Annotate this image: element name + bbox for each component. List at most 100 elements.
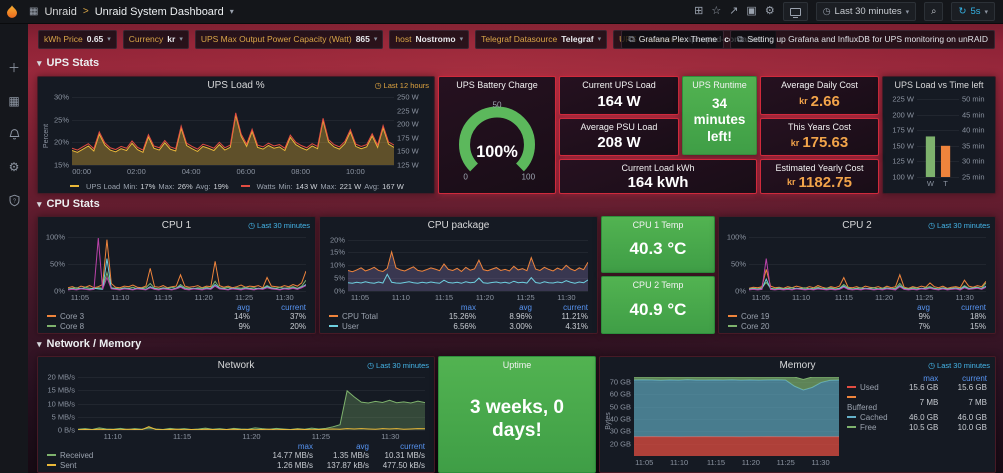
gear-icon[interactable]: ⚙	[8, 160, 20, 174]
x-axis-tick: 11:30	[811, 458, 830, 467]
gauge-mid-label: 50	[492, 100, 502, 109]
legend-column-max[interactable]: max	[460, 303, 476, 312]
panel-title[interactable]: UPS Battery Charge	[456, 80, 538, 90]
panel-title[interactable]: UPS Load %	[207, 80, 265, 91]
legend-series-core-3[interactable]: Core 3	[44, 312, 197, 322]
ups_load-chart[interactable]	[72, 97, 394, 165]
legend-series-free[interactable]: Free	[844, 423, 893, 433]
panel-title[interactable]: CPU 1 Temp	[632, 220, 684, 230]
legend-value: 9%	[918, 312, 930, 321]
legend-series-buffered[interactable]: Buffered	[844, 393, 893, 413]
variable-ups-max-output-power-capacity-watt[interactable]: UPS Max Output Power Capacity (Watt) 865 ▾	[194, 29, 384, 49]
panel-title[interactable]: CPU 2 Temp	[632, 280, 684, 290]
settings-gear-icon[interactable]: ⚙	[764, 5, 775, 17]
time-range-picker[interactable]: ◷ Last 30 minutes ▾	[815, 2, 917, 21]
cpu1-chart[interactable]	[68, 237, 306, 291]
variable-value[interactable]: kr	[167, 34, 176, 44]
shield-question-icon[interactable]: ?	[6, 192, 22, 208]
legend-series-cpu-total[interactable]: CPU Total	[326, 312, 423, 322]
panel-title[interactable]: CPU 2	[842, 220, 872, 231]
panel-title[interactable]: Network	[217, 360, 255, 371]
currency-prefix: kr	[799, 96, 808, 106]
legend-column-current[interactable]: current	[962, 374, 987, 383]
add-panel-icon[interactable]: ⊞	[694, 5, 704, 17]
dashboard-link-setting-up-grafana-and-influxd[interactable]: ⧉ Setting up Grafana and InfluxDB for UPS…	[730, 29, 995, 49]
panel-title[interactable]: UPS Load vs Time left	[894, 80, 984, 90]
section-cpu-stats[interactable]: ▾ CPU Stats	[37, 198, 100, 210]
legend-item-watts[interactable]: Watts Min: 143 W Max: 221 W Avg: 167 W	[240, 182, 404, 191]
refresh-button[interactable]: ↻ 5s ▾	[951, 2, 995, 21]
y-axis-tick: 50%	[730, 259, 746, 269]
legend-series-sent[interactable]: Sent	[44, 461, 260, 471]
grafana-logo[interactable]	[4, 4, 20, 20]
variable-host[interactable]: host Nostromo ▾	[389, 29, 470, 49]
section-network-memory[interactable]: ▾ Network / Memory	[37, 338, 141, 350]
legend-value: 7%	[918, 322, 930, 331]
breadcrumb-folder[interactable]: Unraid	[44, 5, 77, 18]
panel-title[interactable]: Average PSU Load	[580, 122, 658, 132]
memory-chart[interactable]	[634, 377, 839, 456]
refresh-icon: ↻	[958, 6, 967, 17]
x-axis-tick: 11:20	[741, 458, 760, 467]
panel-title[interactable]: Current Load kWh	[621, 163, 695, 173]
panel-title[interactable]: Uptime	[502, 360, 532, 370]
variable-kwh-price[interactable]: kWh Price 0.65 ▾	[38, 29, 117, 49]
legend-series-core-8[interactable]: Core 8	[44, 322, 197, 332]
snapshot-icon[interactable]: ▣	[746, 5, 757, 17]
legend-series-cached[interactable]: Cached	[844, 413, 893, 423]
zoom-out-button[interactable]: ⌕	[924, 2, 944, 21]
variable-value[interactable]: 0.65	[86, 34, 104, 44]
network-chart[interactable]	[78, 377, 425, 430]
variable-telegraf-datasource[interactable]: Telegraf Datasource Telegraf ▾	[475, 29, 608, 49]
legend-column-avg[interactable]: avg	[356, 442, 369, 451]
section-ups-stats[interactable]: ▾ UPS Stats	[37, 57, 99, 69]
legend-series-used[interactable]: Used	[844, 383, 893, 393]
legend-column-current[interactable]: current	[400, 442, 425, 451]
bell-icon[interactable]	[6, 126, 22, 142]
legend-column-current[interactable]: current	[563, 303, 588, 312]
variable-value[interactable]: apcupsd-container	[686, 34, 763, 44]
legend-column-max[interactable]: max	[297, 442, 313, 451]
panel-title[interactable]: Estimated Yearly Cost	[775, 163, 864, 173]
panel-title[interactable]: This Years Cost	[787, 122, 852, 132]
cpu2-plot-area: 0% 50% 100% 11:05 11:10 11:15 11:20 11:25 11:30	[727, 233, 986, 302]
legend-column-avg[interactable]: avg	[519, 303, 532, 312]
panel-title[interactable]: Current UPS Load	[582, 80, 656, 90]
cpu2-chart[interactable]	[749, 237, 986, 291]
legend-column-avg[interactable]: avg	[237, 303, 250, 312]
legend-column-current[interactable]: current	[961, 303, 986, 312]
legend-series-user[interactable]: User	[326, 322, 423, 332]
vs_time-chart[interactable]	[917, 99, 959, 177]
legend-series-received[interactable]: Received	[44, 451, 260, 461]
cpu_package-chart[interactable]	[348, 237, 588, 291]
dashboard-link-grafana-plex-theme[interactable]: ⧉ Grafana Plex Theme	[621, 29, 725, 49]
panel-title[interactable]: CPU 1	[161, 220, 192, 231]
share-icon[interactable]: ↗	[729, 5, 739, 17]
variable-value[interactable]: Telegraf	[561, 34, 594, 44]
series-name[interactable]: Watts	[256, 182, 276, 191]
dashboard-title[interactable]: Unraid System Dashboard	[94, 5, 224, 18]
legend-column-max[interactable]: max	[923, 374, 939, 383]
gridline	[78, 403, 425, 405]
legend-series-core-19[interactable]: Core 19	[725, 312, 877, 322]
panel-title[interactable]: UPS Runtime	[692, 80, 747, 90]
cycle-view-button[interactable]	[782, 2, 808, 21]
variable-value[interactable]: Nostromo	[415, 34, 456, 44]
legend-column-avg[interactable]: avg	[917, 303, 930, 312]
star-icon[interactable]: ☆	[711, 5, 722, 17]
panel-current-load-kwh: Current Load kWh 164 kWh	[559, 159, 757, 194]
legend-column-current[interactable]: current	[281, 303, 306, 312]
variable-currency[interactable]: Currency kr ▾	[122, 29, 189, 49]
chevron-down-icon[interactable]: ▾	[229, 7, 234, 16]
legend-series-core-20[interactable]: Core 20	[725, 322, 877, 332]
panel-title[interactable]: Memory	[779, 360, 816, 371]
add-icon[interactable]: ＋	[7, 61, 20, 75]
panel-title[interactable]: CPU package	[427, 220, 490, 231]
stat-value: 164 kWh	[627, 173, 689, 191]
legend-item-ups-load[interactable]: UPS Load Min: 17% Max: 26% Avg: 19%	[70, 182, 229, 191]
gridline	[917, 99, 959, 100]
dashboards-icon[interactable]: ▦	[8, 94, 20, 108]
panel-title[interactable]: Average Daily Cost	[781, 80, 858, 90]
series-name[interactable]: UPS Load	[86, 182, 121, 191]
variable-value[interactable]: 865	[355, 34, 370, 44]
